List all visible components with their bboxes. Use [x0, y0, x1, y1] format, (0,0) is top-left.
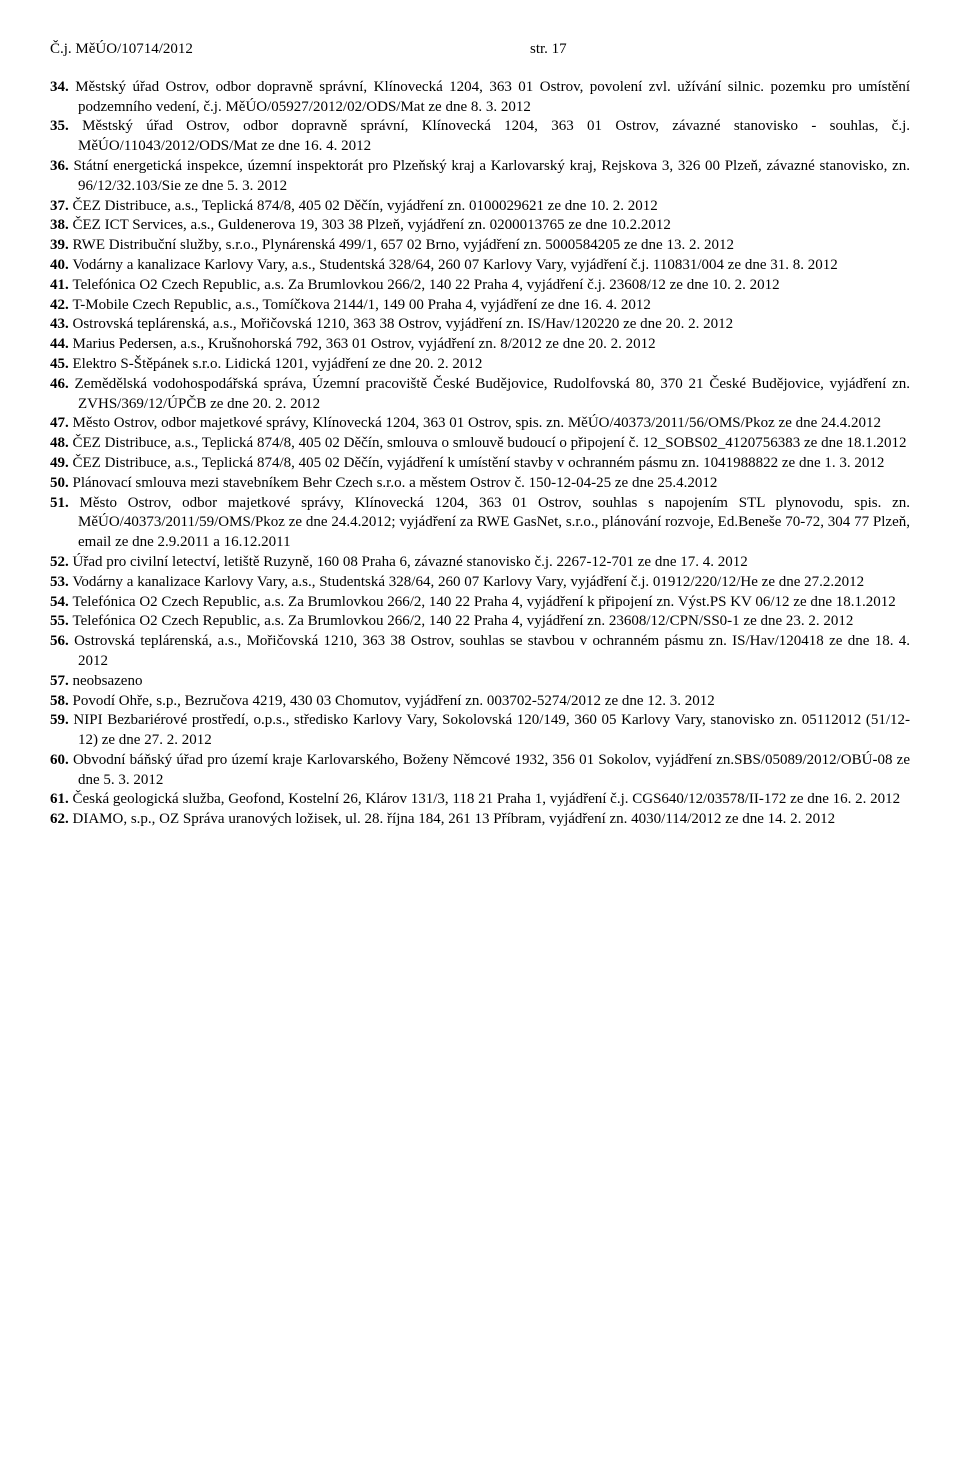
- list-item: ČEZ Distribuce, a.s., Teplická 874/8, 40…: [50, 454, 910, 474]
- list-item: DIAMO, s.p., OZ Správa uranových ložisek…: [50, 810, 910, 830]
- case-number: Č.j. MěÚO/10714/2012: [50, 40, 530, 60]
- list-item: Obvodní báňský úřad pro území kraje Karl…: [50, 751, 910, 791]
- list-item: Městský úřad Ostrov, odbor dopravně sprá…: [50, 78, 910, 118]
- list-item: ČEZ Distribuce, a.s., Teplická 874/8, 40…: [50, 434, 910, 454]
- list-item: Telefónica O2 Czech Republic, a.s. Za Br…: [50, 593, 910, 613]
- list-item: T-Mobile Czech Republic, a.s., Tomíčkova…: [50, 296, 910, 316]
- list-item: Státní energetická inspekce, územní insp…: [50, 157, 910, 197]
- list-item: Úřad pro civilní letectví, letiště Ruzyn…: [50, 553, 910, 573]
- list-item: Česká geologická služba, Geofond, Kostel…: [50, 790, 910, 810]
- list-item: Vodárny a kanalizace Karlovy Vary, a.s.,…: [50, 256, 910, 276]
- list-item: Plánovací smlouva mezi stavebníkem Behr …: [50, 474, 910, 494]
- list-item: Městský úřad Ostrov, odbor dopravně sprá…: [50, 117, 910, 157]
- list-item: Vodárny a kanalizace Karlovy Vary, a.s.,…: [50, 573, 910, 593]
- list-item: RWE Distribuční služby, s.r.o., Plynáren…: [50, 236, 910, 256]
- list-item: Ostrovská teplárenská, a.s., Mořičovská …: [50, 632, 910, 672]
- numbered-list: Městský úřad Ostrov, odbor dopravně sprá…: [50, 78, 910, 830]
- list-item: Elektro S-Štěpánek s.r.o. Lidická 1201, …: [50, 355, 910, 375]
- list-item: Zemědělská vodohospodářská správa, Územn…: [50, 375, 910, 415]
- list-item: Ostrovská teplárenská, a.s., Mořičovská …: [50, 315, 910, 335]
- list-item: Město Ostrov, odbor majetkové správy, Kl…: [50, 494, 910, 553]
- list-item: Marius Pedersen, a.s., Krušnohorská 792,…: [50, 335, 910, 355]
- list-item: ČEZ Distribuce, a.s., Teplická 874/8, 40…: [50, 197, 910, 217]
- list-item: Povodí Ohře, s.p., Bezručova 4219, 430 0…: [50, 692, 910, 712]
- list-item: NIPI Bezbariérové prostředí, o.p.s., stř…: [50, 711, 910, 751]
- list-item: Telefónica O2 Czech Republic, a.s. Za Br…: [50, 276, 910, 296]
- page-header: Č.j. MěÚO/10714/2012 str. 17: [50, 40, 910, 60]
- list-item: Telefónica O2 Czech Republic, a.s. Za Br…: [50, 612, 910, 632]
- list-item: Město Ostrov, odbor majetkové správy, Kl…: [50, 414, 910, 434]
- page-indicator: str. 17: [530, 40, 910, 60]
- list-item: ČEZ ICT Services, a.s., Guldenerova 19, …: [50, 216, 910, 236]
- list-item: neobsazeno: [50, 672, 910, 692]
